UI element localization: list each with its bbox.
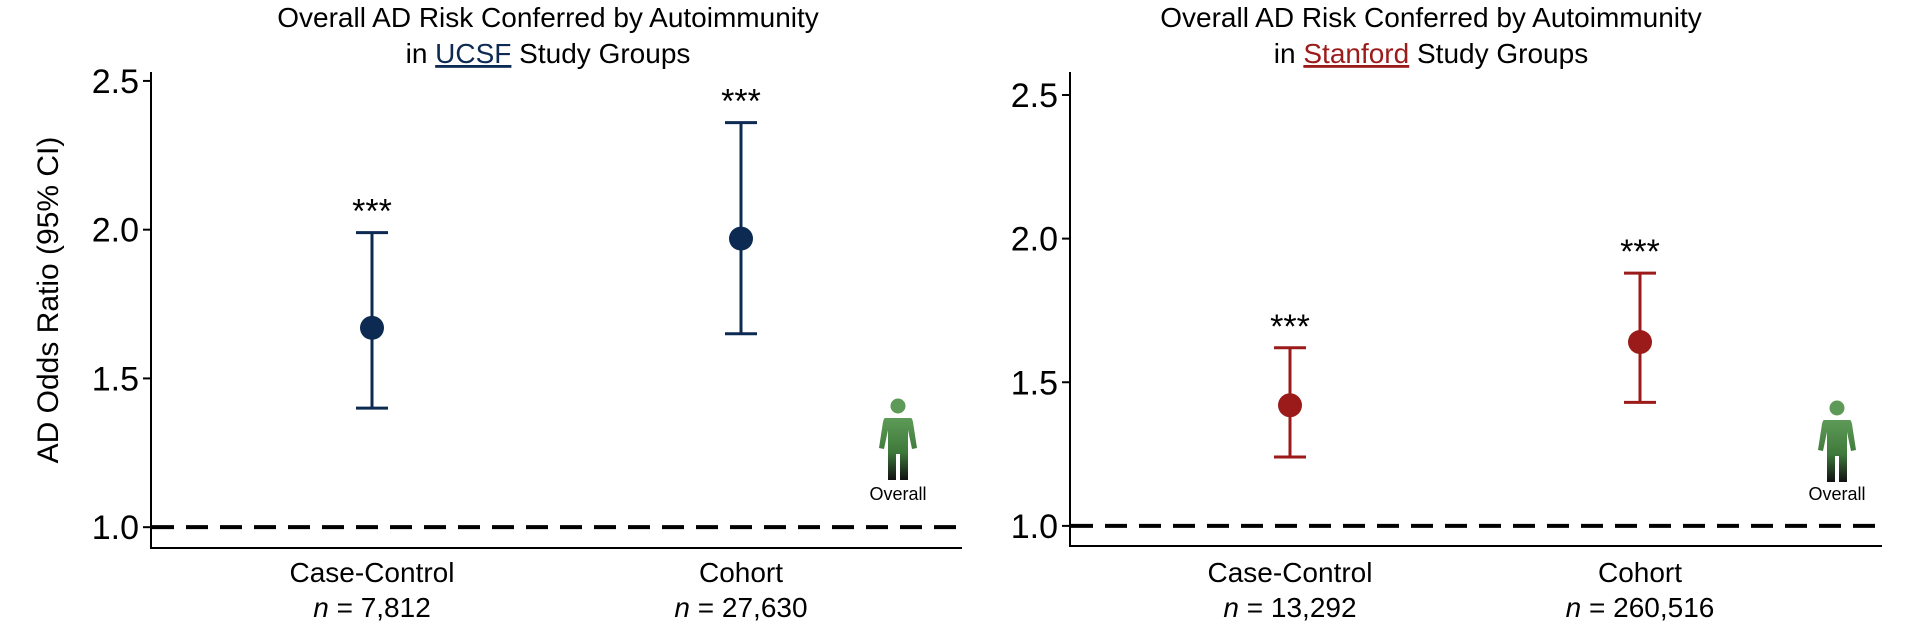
ucsf-icon-label: Overall <box>869 484 926 504</box>
y-tick-label: 2.5 <box>92 63 139 101</box>
person-icon <box>1818 400 1856 482</box>
stanford-y-ticks: 1.0 1.5 2.0 2.5 <box>1011 77 1070 546</box>
ucsf-y-ticks: 1.0 1.5 2.0 2.5 <box>92 63 151 547</box>
ucsf-data-point-cohort: *** <box>721 83 761 336</box>
stanford-icon-label: Overall <box>1808 484 1865 504</box>
stanford-point-case-control <box>1278 393 1302 418</box>
ucsf-category-case-control: Case-Control <box>290 557 455 588</box>
stanford-site-name: Stanford <box>1303 38 1409 69</box>
ucsf-title-line1: Overall AD Risk Conferred by Autoimmunit… <box>277 2 819 33</box>
ucsf-category-cohort: Cohort <box>699 557 783 588</box>
stanford-title-line2: in Stanford Study Groups <box>1274 38 1588 69</box>
ucsf-n-cohort: n = 27,630 <box>674 592 807 623</box>
ucsf-point-case-control <box>360 315 384 340</box>
stanford-category-case-control: Case-Control <box>1208 557 1373 588</box>
ucsf-data-point-case-control: *** <box>352 193 392 410</box>
ucsf-title-line2: in UCSF Study Groups <box>406 38 691 69</box>
ucsf-site-name: UCSF <box>435 38 511 69</box>
ucsf-point-cohort <box>729 226 753 251</box>
stanford-significance-case-control: *** <box>1270 308 1310 346</box>
ucsf-significance-cohort: *** <box>721 83 761 121</box>
person-icon <box>879 398 917 480</box>
y-tick-label: 1.5 <box>92 360 139 398</box>
ucsf-panel: Overall AD Risk Conferred by Autoimmunit… <box>32 2 962 623</box>
y-tick-label: 2.5 <box>1011 77 1058 115</box>
y-tick-label: 1.5 <box>1011 364 1058 402</box>
y-tick-label: 2.0 <box>92 212 139 250</box>
y-tick-label: 1.0 <box>1011 508 1058 546</box>
stanford-data-point-cohort: *** <box>1620 233 1660 404</box>
stanford-n-case-control: n = 13,292 <box>1223 592 1356 623</box>
stanford-title-line1: Overall AD Risk Conferred by Autoimmunit… <box>1160 2 1702 33</box>
stanford-category-cohort: Cohort <box>1598 557 1682 588</box>
y-tick-label: 2.0 <box>1011 221 1058 259</box>
ucsf-y-axis-label: AD Odds Ratio (95% CI) <box>32 137 65 464</box>
stanford-panel: Overall AD Risk Conferred by Autoimmunit… <box>1011 2 1882 623</box>
stanford-data-point-case-control: *** <box>1270 308 1310 459</box>
ucsf-n-case-control: n = 7,812 <box>313 592 431 623</box>
ucsf-significance-case-control: *** <box>352 193 392 231</box>
stanford-n-cohort: n = 260,516 <box>1566 592 1715 623</box>
stanford-significance-cohort: *** <box>1620 233 1660 271</box>
y-tick-label: 1.0 <box>92 509 139 547</box>
stanford-point-cohort <box>1628 330 1652 355</box>
